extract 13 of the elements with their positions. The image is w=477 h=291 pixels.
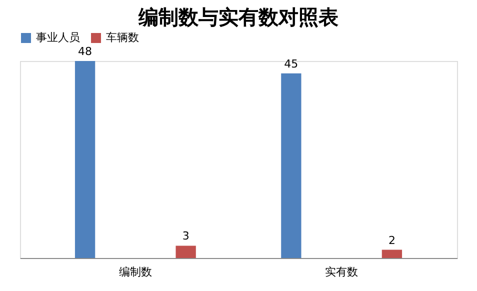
- legend-label: 事业人员: [36, 31, 80, 44]
- bar: [74, 61, 96, 258]
- data-label: 45: [284, 57, 298, 70]
- bar: [176, 246, 196, 258]
- data-label: 48: [78, 45, 92, 58]
- data-label: 3: [182, 230, 190, 243]
- x-tick-label: 编制数: [118, 266, 152, 278]
- chart-title: 编制数与实有数对照表: [138, 5, 338, 29]
- legend-label: 车辆数: [106, 31, 139, 44]
- bar: [281, 73, 302, 258]
- data-label: 2: [388, 234, 396, 247]
- bar: [382, 250, 402, 258]
- x-tick-label: 实有数: [325, 266, 358, 278]
